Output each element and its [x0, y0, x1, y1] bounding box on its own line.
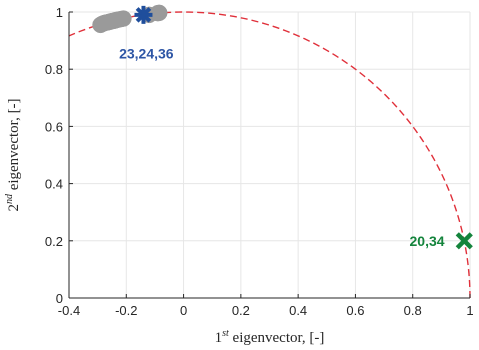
y-tick-label: 0 — [56, 291, 63, 306]
y-tick-label: 1 — [56, 5, 63, 20]
x-tick-label: 0.8 — [404, 303, 422, 318]
x-tick-label: -0.2 — [115, 303, 137, 318]
star-stroke — [135, 7, 152, 23]
point-annotation: 23,24,36 — [119, 45, 174, 61]
gray-circle-point — [115, 10, 132, 27]
x-tick-label: 0.6 — [346, 303, 364, 318]
y-tick-label: 0.2 — [45, 234, 63, 249]
green-x-point — [455, 232, 473, 250]
y-tick-label: 0.4 — [45, 177, 63, 192]
x-tick-label: 0.2 — [232, 303, 250, 318]
unit-circle-curve — [69, 11, 471, 298]
x-axis-label-rest: eigenvector, [-] — [229, 330, 325, 346]
y-axis-label-base: 2 — [6, 204, 22, 212]
axis-labels: 1st eigenvector, [-] 2nd eigenvector, [-… — [4, 98, 324, 346]
blue-star-point — [134, 5, 153, 24]
x-stroke — [455, 232, 473, 250]
x-tick-label: 0.4 — [289, 303, 307, 318]
annotations: 23,24,36 20,34 — [119, 45, 445, 248]
axes: -0.4 -0.2 0 0.2 0.4 0.6 0.8 1 0 0.2 0.4 0.6 0.8 1 — [45, 5, 474, 318]
y-axis-label-rest: eigenvector, [-] — [6, 98, 22, 194]
y-tick-label: 0.6 — [45, 119, 63, 134]
data-points — [92, 4, 473, 250]
y-axis-label-sup: nd — [4, 193, 15, 204]
x-tick-label: 1 — [466, 303, 473, 318]
y-axis-label: 2nd eigenvector, [-] — [4, 98, 22, 211]
point-annotation: 20,34 — [410, 233, 445, 249]
x-axis-label-sup: st — [222, 328, 229, 339]
gray-circle-point — [150, 4, 168, 22]
x-axis-label-base: 1 — [215, 330, 223, 346]
y-tick-label: 0.8 — [45, 62, 63, 77]
x-tick-label: 0 — [180, 303, 187, 318]
x-axis-label: 1st eigenvector, [-] — [215, 328, 325, 346]
unit-circle-line — [69, 11, 471, 298]
plot-background — [69, 12, 470, 298]
x-tick-label: -0.4 — [58, 303, 80, 318]
